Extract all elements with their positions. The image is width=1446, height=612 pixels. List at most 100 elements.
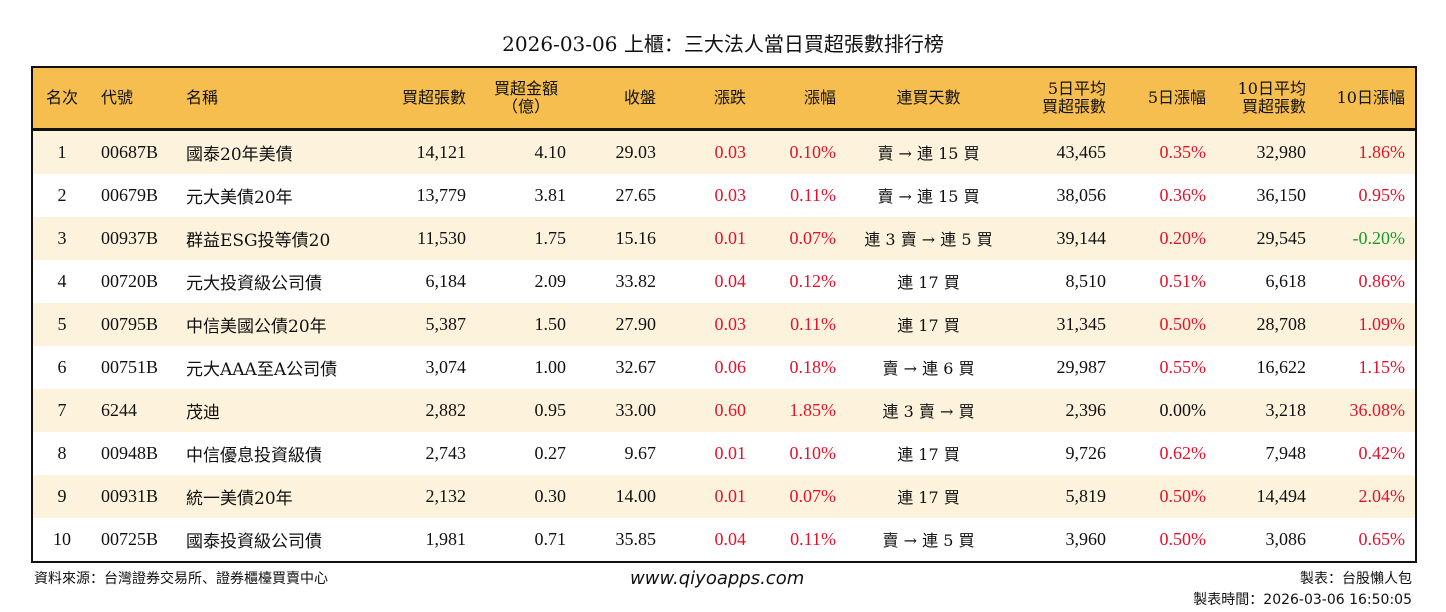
cell-name: 中信美國公債20年: [186, 316, 327, 337]
cell-net-buy-lots: 6,184: [425, 270, 467, 291]
cell-avg5-lots: 39,144: [1056, 227, 1107, 248]
header-label: （億）: [501, 96, 550, 116]
cell-name: 群益ESG投等債20: [186, 230, 331, 251]
cell-change-pct: 1.85%: [789, 399, 837, 420]
cell-code: 00725B: [101, 528, 159, 549]
cell-change5-pct: 0.20%: [1159, 227, 1207, 248]
header-rank: 名次: [32, 67, 91, 129]
cell-net-buy-lots: 14,121: [416, 141, 467, 162]
table-row: 8 00948B 中信優息投資級債 2,743 0.27 9.67 0.01 0.10% 連 1…: [32, 432, 1416, 475]
cell-net-buy-amount: 0.71: [534, 528, 567, 549]
cell-change: 0.06: [714, 356, 747, 377]
page-title: 2026-03-06 上櫃：三大法人當日買超張數排行榜: [502, 32, 944, 56]
cell-code: 00720B: [101, 270, 159, 291]
cell-change10-pct: 1.09%: [1358, 313, 1406, 334]
cell-net-buy-amount: 0.27: [534, 442, 567, 463]
header-streak: 連買天數: [846, 67, 1011, 129]
cell-change-pct: 0.11%: [790, 184, 836, 205]
header-label: 買超張數: [1041, 96, 1106, 116]
cell-code: 00687B: [101, 141, 159, 162]
cell-avg10-lots: 32,980: [1256, 141, 1307, 162]
cell-change: 0.03: [714, 313, 747, 334]
cell-avg5-lots: 2,396: [1065, 399, 1107, 420]
cell-close: 29.03: [615, 141, 657, 162]
cell-avg5-lots: 38,056: [1056, 184, 1107, 205]
header-label: 買超張數: [1241, 96, 1306, 116]
cell-avg10-lots: 3,086: [1265, 528, 1307, 549]
table-row: 7 6244 茂迪 2,882 0.95 33.00 0.60 1.85% 連 3 賣 → 買 2…: [32, 388, 1416, 432]
cell-change10-pct: 1.15%: [1358, 356, 1406, 377]
cell-close: 15.16: [615, 227, 657, 248]
cell-avg5-lots: 29,987: [1056, 356, 1107, 377]
header-label: 收盤: [623, 87, 656, 107]
cell-change-pct: 0.07%: [789, 485, 837, 506]
cell-code: 00948B: [101, 442, 159, 463]
data-source: 資料來源：台灣證券交易所、證券櫃檯買賣中心: [34, 571, 328, 587]
cell-rank: 10: [53, 528, 71, 549]
cell-net-buy-amount: 3.81: [534, 184, 567, 205]
cell-streak: 賣 → 連 15 買: [877, 144, 980, 163]
cell-net-buy-amount: 1.00: [534, 356, 567, 377]
cell-name: 元大投資級公司債: [186, 273, 322, 294]
cell-code: 00931B: [101, 485, 159, 506]
cell-streak: 連 17 買: [897, 445, 960, 464]
cell-name: 中信優息投資級債: [186, 445, 322, 466]
cell-avg5-lots: 9,726: [1065, 442, 1107, 463]
cell-streak: 賣 → 連 6 買: [882, 359, 975, 378]
cell-name: 國泰投資級公司債: [186, 531, 322, 552]
cell-rank: 9: [57, 485, 67, 506]
header-label: 10日漲幅: [1336, 87, 1405, 107]
cell-change: 0.03: [714, 141, 747, 162]
cell-change10-pct: 36.08%: [1349, 399, 1406, 420]
cell-avg5-lots: 5,819: [1065, 485, 1107, 506]
table-row: 4 00720B 元大投資級公司債 6,184 2.09 33.82 0.04 0.12% 連 …: [32, 260, 1416, 303]
cell-rank: 5: [57, 313, 67, 334]
cell-net-buy-lots: 3,074: [425, 356, 467, 377]
cell-net-buy-amount: 4.10: [534, 141, 567, 162]
cell-close: 9.67: [624, 442, 657, 463]
cell-change5-pct: 0.00%: [1159, 399, 1207, 420]
header-label: 連買天數: [896, 87, 961, 107]
cell-net-buy-lots: 5,387: [425, 313, 467, 334]
cell-change5-pct: 0.55%: [1159, 356, 1207, 377]
table-row: 2 00679B 元大美債20年 13,779 3.81 27.65 0.03 0.11% 賣 …: [32, 174, 1416, 217]
cell-change10-pct: 2.04%: [1358, 485, 1406, 506]
cell-code: 00937B: [101, 227, 159, 248]
header-label: 5日漲幅: [1147, 87, 1206, 107]
cell-net-buy-amount: 0.95: [534, 399, 567, 420]
header-net-buy-lots: 買超張數: [386, 67, 476, 129]
cell-change: 0.01: [714, 485, 747, 506]
cell-change5-pct: 0.50%: [1159, 485, 1207, 506]
cell-avg10-lots: 6,618: [1265, 270, 1307, 291]
table-row: 10 00725B 國泰投資級公司債 1,981 0.71 35.85 0.04 0.11% 賣…: [32, 518, 1416, 562]
cell-net-buy-lots: 1,981: [425, 528, 467, 549]
cell-name: 茂迪: [186, 402, 220, 423]
table-row: 6 00751B 元大AAA至A公司債 3,074 1.00 32.67 0.06 0.18%…: [32, 346, 1416, 389]
cell-net-buy-lots: 13,779: [416, 184, 467, 205]
header-code: 代號: [91, 67, 176, 129]
cell-change-pct: 0.11%: [790, 313, 836, 334]
header-name: 名稱: [176, 67, 386, 129]
cell-avg10-lots: 28,708: [1256, 313, 1307, 334]
cell-change5-pct: 0.50%: [1159, 313, 1207, 334]
cell-avg10-lots: 14,494: [1256, 485, 1307, 506]
cell-close: 27.90: [615, 313, 657, 334]
cell-streak: 賣 → 連 5 買: [882, 531, 975, 550]
website-link[interactable]: www.qiyoapps.com: [630, 568, 805, 589]
header-close: 收盤: [576, 67, 666, 129]
table-row: 1 00687B 國泰20年美債 14,121 4.10 29.03 0.03 0.10% 賣 …: [32, 129, 1416, 174]
cell-change-pct: 0.10%: [789, 442, 837, 463]
generated-time: 製表時間：2026-03-06 16:50:05: [1193, 592, 1412, 608]
header-change5-pct: 5日漲幅: [1116, 67, 1216, 129]
cell-change5-pct: 0.35%: [1159, 141, 1207, 162]
cell-rank: 8: [57, 442, 67, 463]
cell-streak: 連 17 買: [897, 273, 960, 292]
cell-change10-pct: 0.42%: [1358, 442, 1406, 463]
cell-rank: 4: [57, 270, 67, 291]
cell-close: 14.00: [615, 485, 657, 506]
header-label: 5日平均: [1047, 78, 1106, 98]
header-label: 買超金額: [493, 78, 558, 98]
cell-close: 35.85: [615, 528, 657, 549]
cell-avg10-lots: 16,622: [1256, 356, 1307, 377]
header-label: 10日平均: [1237, 78, 1306, 98]
